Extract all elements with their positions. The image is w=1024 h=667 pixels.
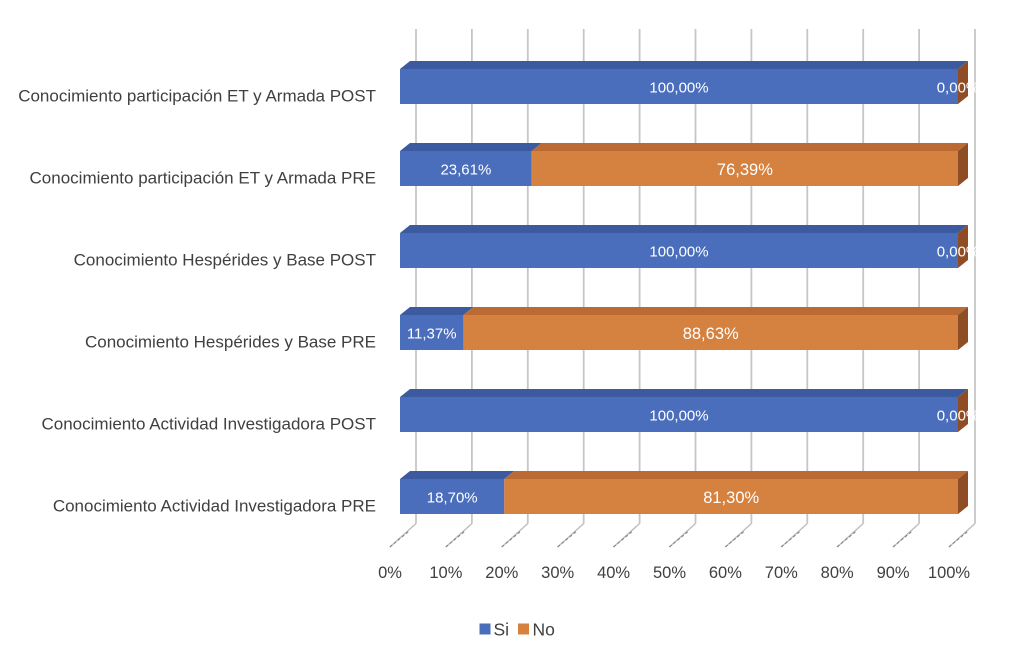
svg-text:0,00%: 0,00% <box>937 79 980 96</box>
svg-text:23,61%: 23,61% <box>440 161 491 178</box>
svg-text:0,00%: 0,00% <box>937 243 980 260</box>
svg-text:90%: 90% <box>877 564 910 582</box>
svg-text:100,00%: 100,00% <box>649 243 708 260</box>
svg-text:0%: 0% <box>378 564 402 582</box>
svg-text:81,30%: 81,30% <box>703 489 759 507</box>
svg-text:Conocimiento Hespérides y Base: Conocimiento Hespérides y Base POST <box>74 251 376 270</box>
svg-text:80%: 80% <box>821 564 854 582</box>
svg-text:0,00%: 0,00% <box>937 407 980 424</box>
svg-text:100,00%: 100,00% <box>649 407 708 424</box>
svg-text:Conocimiento Hespérides y Base: Conocimiento Hespérides y Base PRE <box>85 333 376 352</box>
svg-text:70%: 70% <box>765 564 798 582</box>
svg-text:20%: 20% <box>485 564 518 582</box>
svg-text:No: No <box>533 619 555 639</box>
svg-text:Conocimiento participación ET: Conocimiento participación ET y Armada P… <box>30 169 376 188</box>
svg-text:30%: 30% <box>541 564 574 582</box>
svg-text:Conocimiento Actividad Investi: Conocimiento Actividad Investigadora POS… <box>41 415 376 434</box>
svg-text:10%: 10% <box>429 564 462 582</box>
svg-text:Conocimiento Actividad Investi: Conocimiento Actividad Investigadora PRE <box>53 497 376 516</box>
svg-text:40%: 40% <box>597 564 630 582</box>
svg-text:100%: 100% <box>928 564 971 582</box>
svg-text:11,37%: 11,37% <box>407 325 457 342</box>
svg-text:76,39%: 76,39% <box>717 161 773 179</box>
svg-text:18,70%: 18,70% <box>427 489 478 506</box>
svg-text:Conocimiento participación ET: Conocimiento participación ET y Armada P… <box>18 87 376 106</box>
svg-text:60%: 60% <box>709 564 742 582</box>
svg-text:Si: Si <box>494 619 510 639</box>
svg-text:50%: 50% <box>653 564 686 582</box>
svg-text:88,63%: 88,63% <box>683 325 739 343</box>
svg-text:100,00%: 100,00% <box>649 79 708 96</box>
